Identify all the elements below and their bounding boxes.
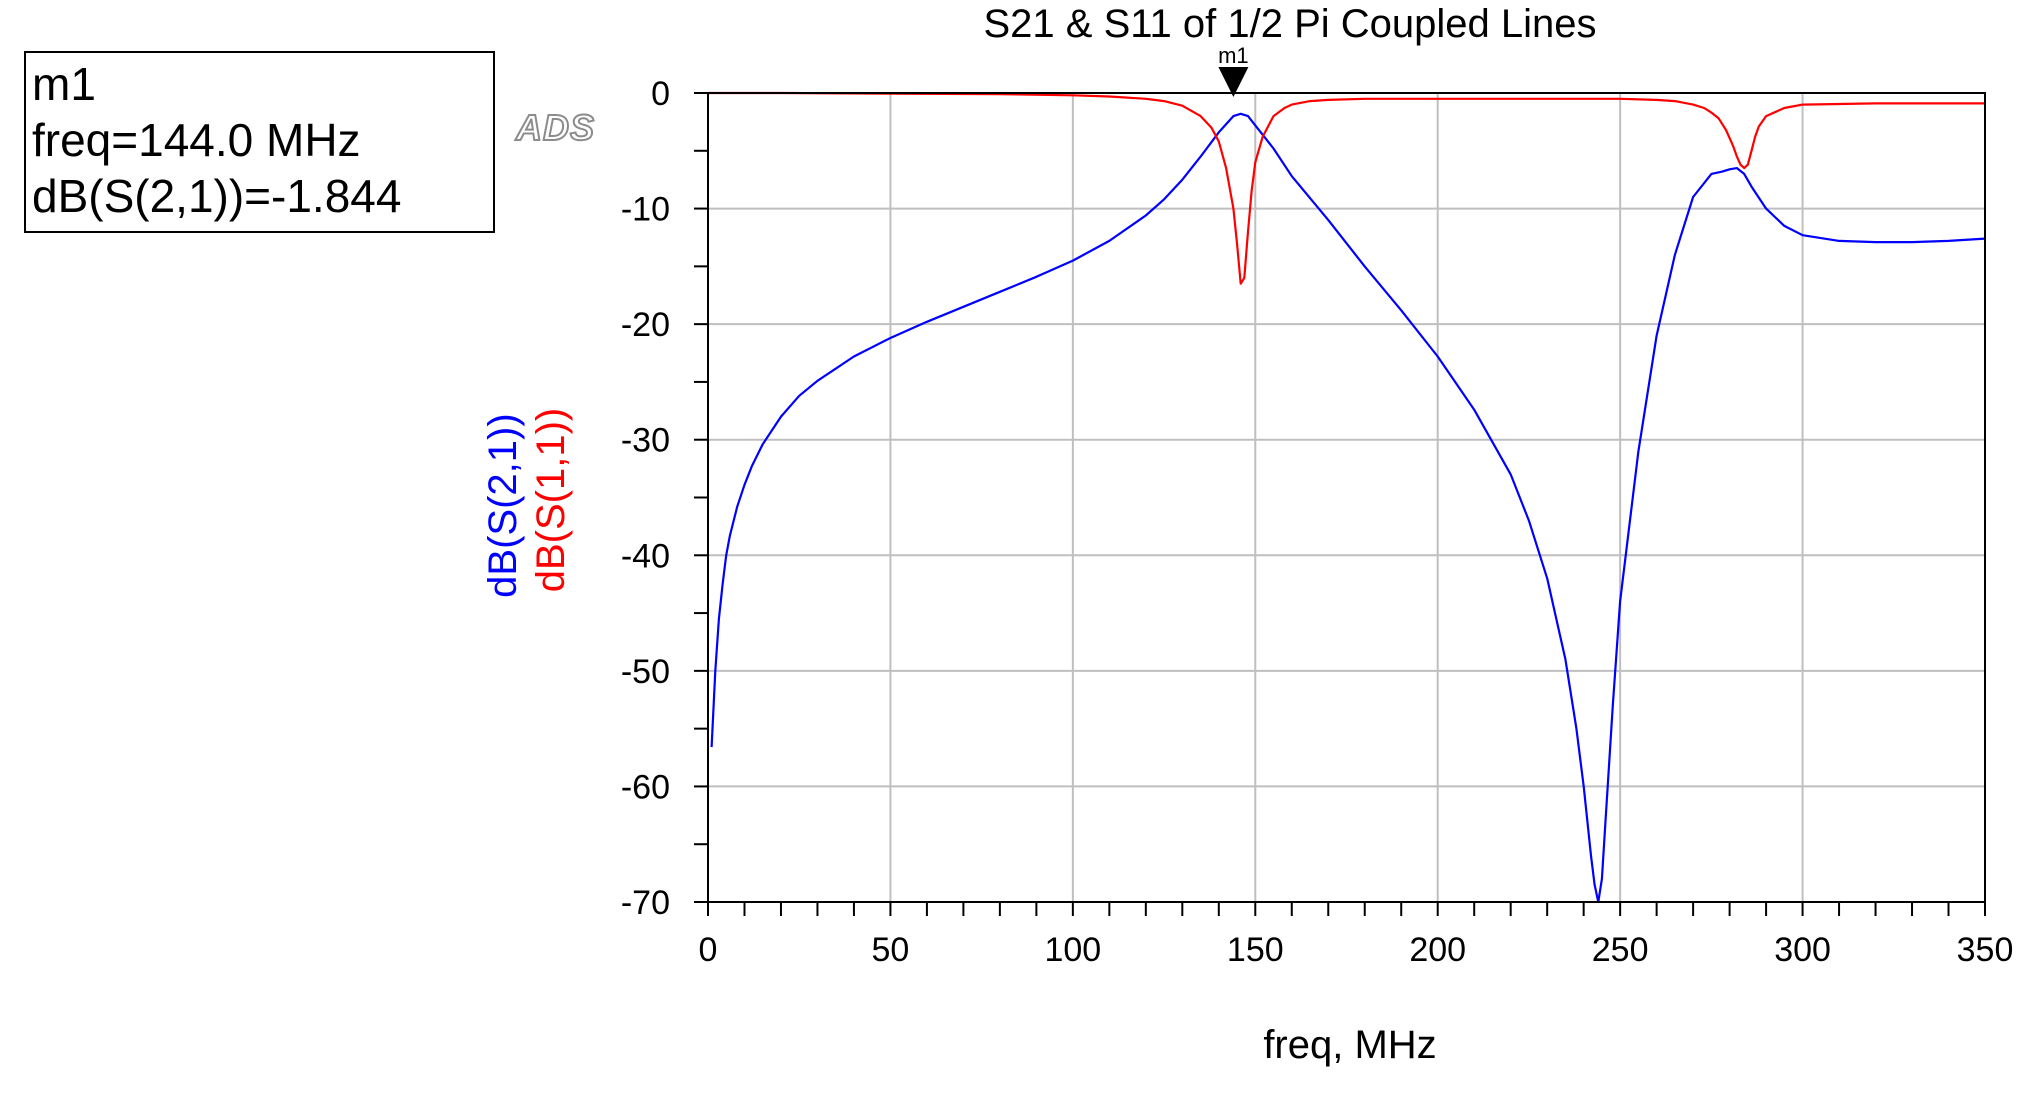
series-lines [708, 91, 1986, 904]
marker-m1-label: m1 [1218, 43, 1249, 68]
x-tick-label: 200 [1409, 931, 1466, 969]
tick-labels: 0 50 100 150 200 250 300 350 0 -10 -20 -30 -40 -50 -60… [621, 75, 2014, 969]
y-tick-label: -70 [621, 884, 670, 922]
marker-readout-box[interactable]: m1 freq=144.0 MHz dB(S(2,1))=-1.844 [24, 51, 495, 233]
y-tick-label: -60 [621, 768, 670, 806]
ads-logo: ADS [515, 107, 595, 148]
x-tick-label: 300 [1774, 931, 1831, 969]
y-tick-label: -20 [621, 306, 670, 344]
y-axis-label: dB(S(2,1)) dB(S(1,1)) [481, 402, 573, 598]
y-tick-label: -40 [621, 537, 670, 575]
x-tick-label: 250 [1592, 931, 1649, 969]
marker-layer: m1 [1218, 43, 1249, 97]
x-tick-label: 100 [1044, 931, 1101, 969]
y-axis-label-s11: dB(S(1,1)) [529, 408, 573, 593]
x-tick-label: 0 [699, 931, 718, 969]
y-tick-label: -50 [621, 653, 670, 691]
grid-lines [707, 92, 1986, 903]
marker-readout-value: dB(S(2,1))=-1.844 [32, 170, 401, 222]
axis-ticks [694, 92, 1986, 916]
x-tick-label: 150 [1227, 931, 1284, 969]
plot-frame [707, 92, 1986, 903]
marker-readout-name: m1 [32, 58, 96, 110]
y-axis-label-s21: dB(S(2,1)) [481, 413, 525, 598]
marker-readout-frame [24, 51, 495, 233]
y-tick-label: -10 [621, 191, 670, 229]
x-axis-label: freq, MHz [1263, 1023, 1436, 1067]
y-tick-label: -30 [621, 422, 670, 460]
marker-m1-triangle [1218, 67, 1249, 97]
s21-line [710, 112, 1986, 904]
x-tick-label: 50 [872, 931, 910, 969]
chart-title: S21 & S11 of 1/2 Pi Coupled Lines [983, 2, 1596, 46]
marker-readout-freq: freq=144.0 MHz [32, 114, 361, 166]
x-tick-label: 350 [1957, 931, 2014, 969]
y-tick-label: 0 [651, 75, 670, 113]
s11-line [708, 91, 1985, 285]
